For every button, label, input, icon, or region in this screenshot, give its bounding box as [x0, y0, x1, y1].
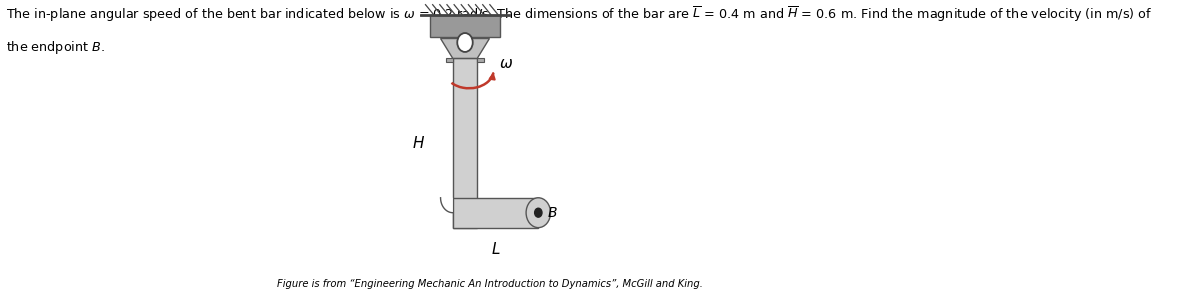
Text: ω: ω: [500, 56, 512, 71]
Text: L: L: [491, 242, 499, 257]
Bar: [431, 15, 499, 36]
Text: The in-plane angular speed of the bent bar indicated below is $\omega$ = 0.2 rad: The in-plane angular speed of the bent b…: [6, 5, 1152, 24]
Circle shape: [535, 208, 542, 217]
Circle shape: [526, 198, 551, 228]
Text: H: H: [413, 136, 425, 151]
Polygon shape: [440, 38, 490, 58]
Bar: [446, 58, 452, 62]
Bar: [452, 198, 539, 228]
Bar: [452, 58, 478, 228]
Circle shape: [457, 33, 473, 52]
Bar: [478, 58, 484, 62]
Polygon shape: [440, 198, 452, 213]
Text: the endpoint $B$.: the endpoint $B$.: [6, 39, 104, 56]
Text: B: B: [548, 206, 558, 220]
Text: Figure is from “Engineering Mechanic An Introduction to Dynamics”, McGill and Ki: Figure is from “Engineering Mechanic An …: [276, 279, 702, 289]
